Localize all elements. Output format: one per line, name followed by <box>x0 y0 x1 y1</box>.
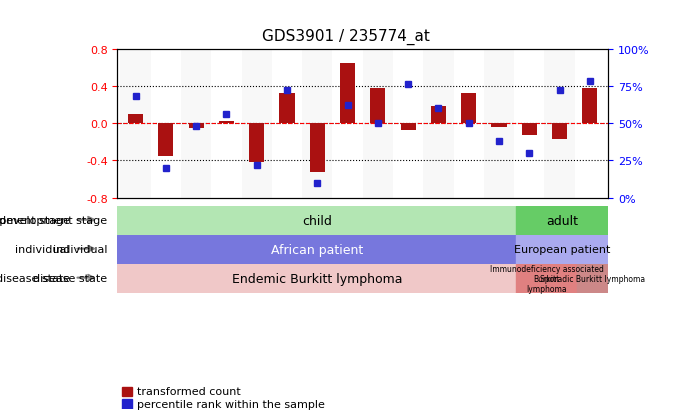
Bar <box>431 107 446 124</box>
Text: African patient: African patient <box>271 243 363 256</box>
Bar <box>117 264 516 293</box>
Bar <box>310 124 325 172</box>
Text: development stage: development stage <box>0 216 107 226</box>
Bar <box>117 206 516 235</box>
Text: Endemic Burkitt lymphoma: Endemic Burkitt lymphoma <box>231 272 402 285</box>
Bar <box>514 50 545 198</box>
Bar <box>578 264 608 293</box>
Bar <box>120 50 151 198</box>
Bar <box>552 124 567 140</box>
Bar <box>128 114 143 124</box>
Bar <box>516 206 608 235</box>
Bar <box>302 50 332 198</box>
Bar <box>516 264 578 293</box>
Text: European patient: European patient <box>514 245 610 255</box>
Bar <box>370 89 386 124</box>
Bar <box>484 50 514 198</box>
Text: development stage: development stage <box>0 215 70 225</box>
Bar <box>242 50 272 198</box>
Bar <box>461 94 476 124</box>
Text: disease state: disease state <box>33 274 107 284</box>
Bar <box>516 235 608 264</box>
Bar <box>117 235 516 264</box>
Text: individual: individual <box>53 245 107 255</box>
Bar <box>332 50 363 198</box>
Text: child: child <box>302 214 332 228</box>
Bar <box>151 50 181 198</box>
Bar <box>393 50 424 198</box>
Bar <box>189 124 204 128</box>
Bar <box>424 50 453 198</box>
Bar <box>545 50 575 198</box>
Bar <box>363 50 393 198</box>
Text: percentile rank within the sample: percentile rank within the sample <box>137 399 325 409</box>
Text: transformed count: transformed count <box>137 387 240 396</box>
Bar <box>122 399 132 409</box>
Bar <box>211 50 242 198</box>
Bar <box>219 122 234 124</box>
Bar <box>272 50 302 198</box>
Text: disease state: disease state <box>0 273 70 283</box>
Bar <box>575 50 605 198</box>
Bar <box>122 387 132 396</box>
Text: individual: individual <box>15 244 70 254</box>
Bar <box>491 124 507 128</box>
Text: adult: adult <box>546 214 578 228</box>
Text: Immunodeficiency associated
Burkitt
lymphoma: Immunodeficiency associated Burkitt lymp… <box>490 264 604 294</box>
Bar <box>340 64 355 124</box>
Text: GDS3901 / 235774_at: GDS3901 / 235774_at <box>262 29 429 45</box>
Text: Sporadic Burkitt lymphoma: Sporadic Burkitt lymphoma <box>540 274 645 283</box>
Bar <box>583 89 598 124</box>
Bar <box>181 50 211 198</box>
Bar <box>249 124 265 163</box>
Bar <box>158 124 173 157</box>
Bar <box>401 124 416 131</box>
Bar <box>453 50 484 198</box>
Bar <box>522 124 537 136</box>
Bar <box>279 94 294 124</box>
